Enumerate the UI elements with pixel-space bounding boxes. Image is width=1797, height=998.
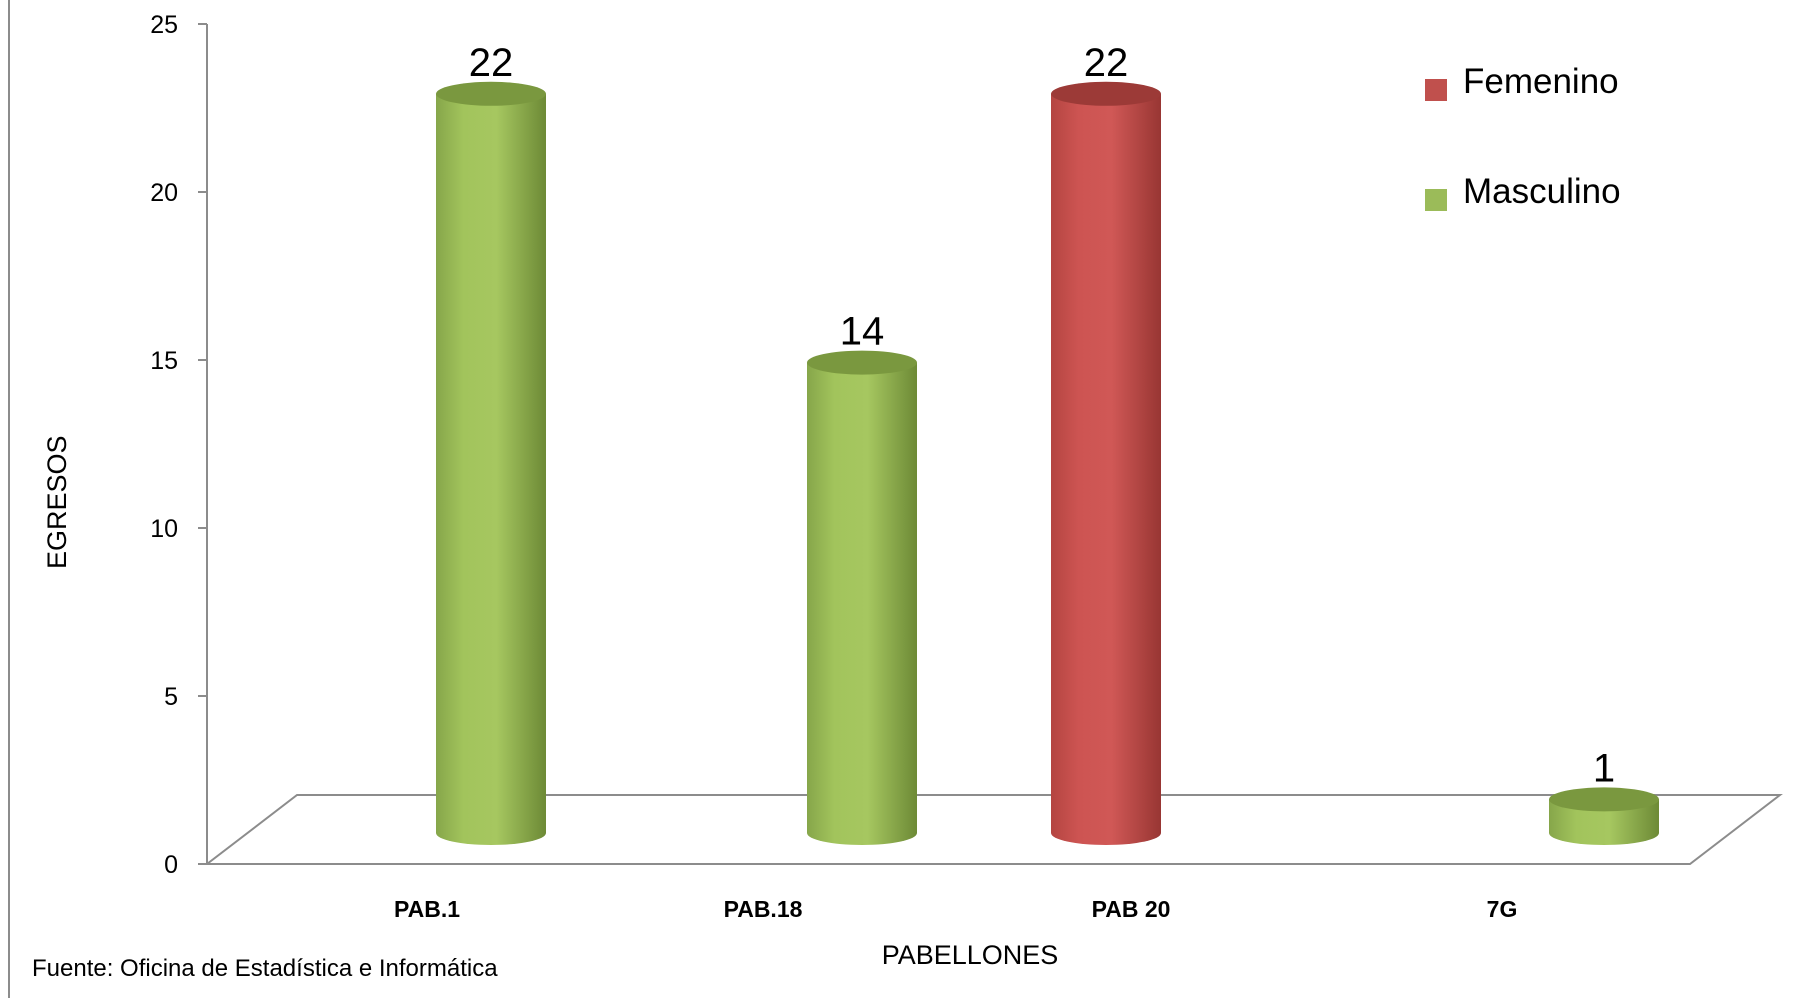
- bar-masculino-7g: [1549, 787, 1659, 845]
- y-tick-label: 20: [150, 179, 178, 207]
- bar-masculino-7g-body: [1549, 799, 1659, 845]
- y-tick-label: 15: [150, 347, 178, 375]
- bar-masculino-7g-top: [1549, 787, 1659, 812]
- source-footnote: Fuente: Oficina de Estadística e Informá…: [32, 955, 498, 982]
- legend-swatch-masculino: [1425, 189, 1447, 211]
- floor-plane: [204, 794, 1783, 865]
- legend-swatch-femenino: [1425, 79, 1447, 101]
- data-label-pab-1: 22: [469, 41, 514, 85]
- x-tick-label-7g: 7G: [1487, 896, 1518, 922]
- data-label-pab-18: 14: [840, 310, 885, 354]
- data-label-pab-20: 22: [1084, 41, 1129, 85]
- y-tick-label: 25: [150, 11, 178, 39]
- legend-label-masculino: Masculino: [1463, 172, 1621, 211]
- x-tick-label-pab-1: PAB.1: [394, 896, 460, 922]
- legend-label-femenino: Femenino: [1463, 62, 1619, 101]
- y-tick-label: 0: [164, 851, 178, 879]
- bar-masculino-pab-18: [807, 350, 917, 845]
- y-tick-label: 10: [150, 515, 178, 543]
- bar-femenino-pab-20-body: [1051, 93, 1161, 846]
- frame-left-border: [8, 0, 10, 998]
- bar-femenino-pab-20: [1051, 81, 1161, 846]
- bar-masculino-pab-1: [436, 81, 546, 846]
- data-label-7g: 1: [1593, 746, 1615, 790]
- y-axis-title: EGRESOS: [42, 435, 72, 569]
- bar-masculino-pab-1-top: [436, 81, 546, 106]
- x-tick-label-pab-18: PAB.18: [724, 896, 803, 922]
- y-tick-label: 5: [164, 683, 178, 711]
- bar-femenino-pab-20-top: [1051, 81, 1161, 106]
- bar-masculino-pab-1-body: [436, 93, 546, 846]
- bar-masculino-pab-18-top: [807, 350, 917, 375]
- x-tick-label-pab-20: PAB 20: [1092, 896, 1171, 922]
- bar-masculino-pab-18-body: [807, 362, 917, 845]
- x-axis-title: PABELLONES: [881, 940, 1059, 970]
